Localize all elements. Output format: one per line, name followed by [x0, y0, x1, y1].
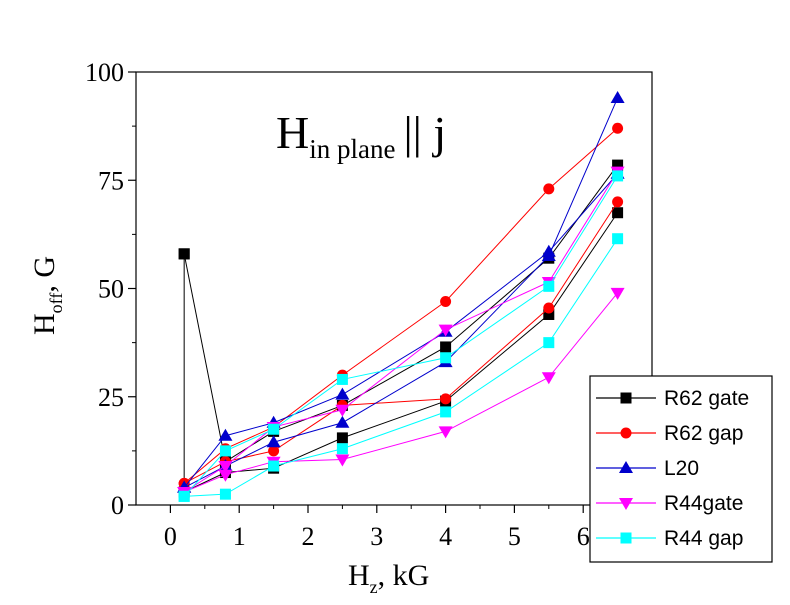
data-point [543, 302, 555, 314]
y-tick-label: 75 [98, 166, 124, 195]
data-point [266, 435, 281, 448]
x-axis-title-sub: z [370, 577, 378, 597]
data-point [178, 248, 190, 260]
annotation-sub: in plane [309, 134, 395, 164]
data-point [612, 170, 624, 182]
annotation-main: H [276, 107, 309, 158]
legend-label: R44gate [664, 492, 743, 515]
series-0 [178, 159, 624, 498]
data-point [541, 244, 556, 257]
legend-marker [619, 498, 633, 510]
data-point [218, 461, 233, 474]
legend-label: R62 gate [664, 387, 749, 410]
data-point [543, 337, 555, 349]
x-tick-label: 0 [164, 522, 177, 551]
y-tick-label: 50 [98, 275, 124, 304]
legend: R62 gate R62 gap L20 R44gate R44 gap [589, 375, 773, 563]
y-tick-label: 100 [85, 58, 124, 87]
data-point [335, 387, 350, 400]
data-point [543, 183, 555, 195]
data-point [336, 432, 348, 444]
data-point [335, 415, 350, 428]
x-tick-label: 1 [233, 522, 246, 551]
data-point [218, 469, 233, 482]
series-2 [177, 90, 625, 493]
data-point [541, 372, 556, 385]
x-axis-title-main: H [348, 559, 370, 592]
y-axis-title-suffix: , G [28, 256, 61, 293]
x-tick-label: 6 [577, 522, 590, 551]
series-line [183, 292, 618, 493]
x-tick-label: 2 [302, 522, 315, 551]
data-point [438, 426, 453, 439]
legend-marker [620, 392, 632, 404]
data-point [440, 352, 452, 364]
data-point [440, 393, 452, 405]
y-tick-label: 25 [98, 383, 124, 412]
y-axis-title: Hoff, G [28, 256, 66, 335]
data-point [610, 287, 625, 300]
data-point [543, 280, 555, 292]
data-point [612, 196, 624, 208]
data-point [336, 373, 348, 385]
series-layer [177, 90, 625, 502]
data-point [219, 445, 231, 457]
y-axis-title-main: H [28, 313, 61, 335]
data-point [218, 428, 233, 441]
legend-label: R62 gap [664, 422, 743, 445]
legend-label: L20 [664, 457, 699, 480]
data-point [543, 308, 555, 320]
y-axis-title-sub: off [46, 293, 66, 314]
legend-marker [620, 532, 632, 544]
data-point [219, 488, 231, 500]
data-point [440, 295, 452, 307]
x-tick-label: 5 [508, 522, 521, 551]
data-point [335, 454, 350, 467]
data-point [612, 207, 624, 219]
data-point [440, 406, 452, 418]
data-point [268, 423, 280, 435]
data-point [178, 490, 190, 502]
data-point [335, 404, 350, 417]
annotation-suffix: || j [403, 107, 446, 158]
series-1 [178, 122, 624, 489]
x-tick-label: 3 [370, 522, 383, 551]
data-point [268, 445, 280, 457]
data-point [440, 341, 452, 353]
data-point [268, 460, 280, 472]
data-point [612, 233, 624, 245]
legend-box [589, 375, 773, 563]
x-tick-label: 4 [439, 522, 452, 551]
legend-label: R44 gap [664, 527, 743, 550]
y-tick-label: 0 [111, 491, 124, 520]
data-point [612, 159, 624, 171]
data-point [336, 443, 348, 455]
series-4 [178, 170, 624, 502]
data-point [610, 90, 625, 103]
legend-marker [619, 461, 633, 473]
legend-marker [620, 427, 632, 439]
data-point [438, 324, 453, 337]
x-axis-title: Hz, kG [348, 559, 429, 597]
data-point [612, 122, 624, 134]
axes: 0 1 2 3 4 5 6 0 25 50 75 100 [85, 58, 619, 551]
annotation-title: Hin plane || j [276, 107, 446, 164]
x-axis-title-suffix: , kG [378, 559, 430, 592]
